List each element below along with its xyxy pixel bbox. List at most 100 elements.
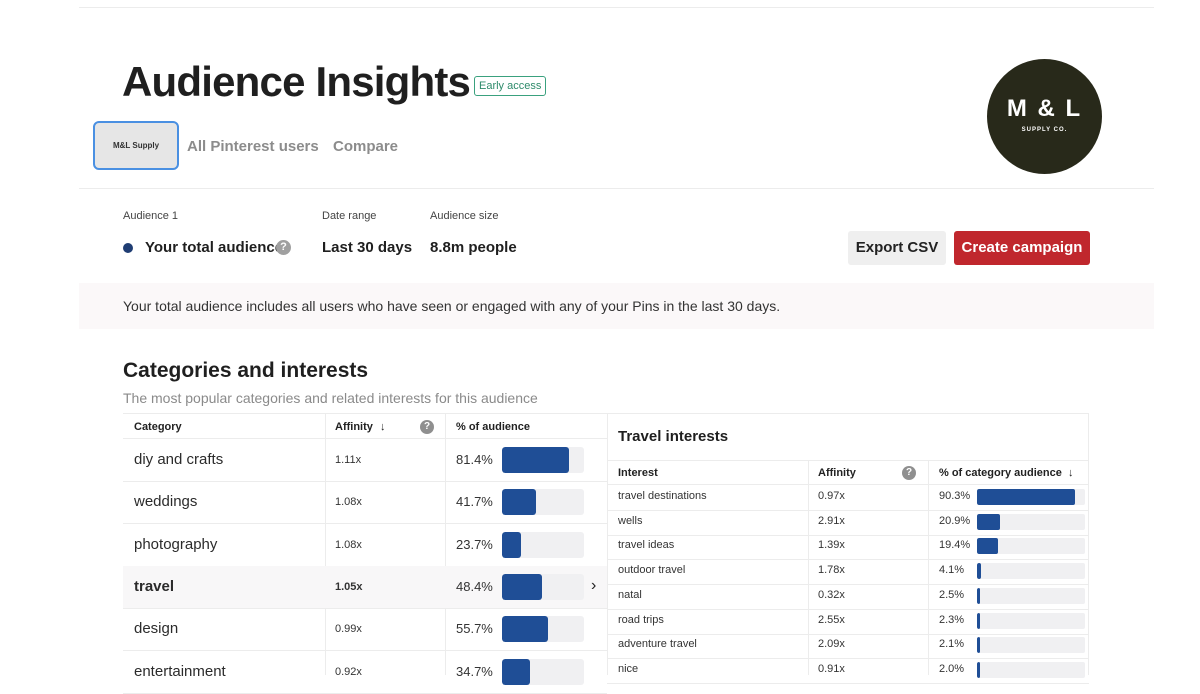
- category-affinity: 1.08x: [335, 539, 362, 551]
- interest-row[interactable]: adventure travel 2.09x 2.1%: [607, 633, 1089, 658]
- logo-wordmark: M & L: [1006, 95, 1083, 122]
- percent-bar: [977, 588, 1085, 604]
- row-divider: [123, 650, 607, 651]
- interest-percent: 20.9%: [939, 515, 971, 527]
- interest-name: outdoor travel: [618, 564, 686, 576]
- logo-tagline: SUPPLY CO.: [1021, 127, 1068, 133]
- percent-bar-fill: [977, 588, 980, 604]
- audience-value[interactable]: Your total audience: [145, 239, 284, 256]
- percent-bar: [977, 489, 1085, 505]
- percent-bar: [502, 616, 584, 642]
- table-row[interactable]: photography 1.08x 23.7%: [123, 524, 607, 566]
- affinity-header-label: Affinity: [335, 421, 373, 433]
- interest-percent: 2.1%: [939, 638, 965, 650]
- date-range-label: Date range: [322, 210, 377, 222]
- percent-bar-fill: [977, 613, 980, 629]
- row-divider: [607, 609, 1089, 610]
- row-divider: [607, 559, 1089, 560]
- row-divider: [607, 634, 1089, 635]
- interest-percent: 2.5%: [939, 589, 965, 601]
- category-percent-header[interactable]: % of category audience ↓: [939, 467, 1073, 479]
- percent-bar-fill: [977, 637, 980, 653]
- question-icon[interactable]: ?: [276, 240, 291, 255]
- interest-row[interactable]: wells 2.91x 20.9%: [607, 510, 1089, 535]
- column-divider: [325, 414, 326, 675]
- tab-ml-supply[interactable]: M&L Supply: [93, 121, 179, 170]
- percent-bar-fill: [502, 447, 569, 473]
- percent-bar: [977, 563, 1085, 579]
- column-divider: [445, 414, 446, 675]
- tab-all-pinterest-users[interactable]: All Pinterest users: [187, 138, 319, 155]
- row-divider: [607, 584, 1089, 585]
- table-top-border: [123, 413, 607, 414]
- interest-name: adventure travel: [618, 638, 697, 650]
- table-row[interactable]: design 0.99x 55.7%: [123, 608, 607, 650]
- category-affinity: 1.11x: [335, 454, 362, 466]
- percent-header[interactable]: % of audience: [456, 421, 530, 433]
- banner-text: Your total audience includes all users w…: [123, 298, 781, 314]
- category-header[interactable]: Category: [134, 421, 182, 433]
- percent-bar-fill: [977, 662, 980, 678]
- percent-bar: [502, 447, 584, 473]
- section-title: Categories and interests: [123, 359, 369, 382]
- early-access-badge: Early access: [474, 76, 547, 96]
- section-subtitle: The most popular categories and related …: [123, 390, 538, 406]
- interest-row[interactable]: road trips 2.55x 2.3%: [607, 609, 1089, 634]
- row-divider: [607, 510, 1089, 511]
- percent-bar-fill: [502, 616, 548, 642]
- percent-bar-fill: [977, 538, 998, 554]
- category-name: diy and crafts: [134, 451, 224, 468]
- percent-bar-fill: [977, 489, 1075, 505]
- percent-bar-fill: [502, 489, 537, 515]
- percent-bar: [977, 514, 1085, 530]
- row-divider: [607, 535, 1089, 536]
- table-row[interactable]: travel 1.05x 48.4% ›: [123, 566, 607, 608]
- interest-affinity: 0.32x: [818, 589, 845, 601]
- interest-row[interactable]: natal 0.32x 2.5%: [607, 584, 1089, 609]
- audience-color-dot: [123, 243, 133, 253]
- interest-name: road trips: [618, 614, 664, 626]
- row-divider: [607, 683, 1089, 684]
- interest-affinity-header[interactable]: Affinity: [818, 467, 856, 479]
- question-icon[interactable]: ?: [902, 466, 916, 480]
- column-divider: [928, 461, 929, 675]
- question-icon[interactable]: ?: [420, 420, 434, 434]
- export-csv-button[interactable]: Export CSV: [848, 231, 946, 265]
- interest-affinity: 1.39x: [818, 539, 845, 551]
- column-divider: [808, 461, 809, 675]
- category-percent: 81.4%: [456, 452, 493, 467]
- chevron-right-icon[interactable]: ›: [591, 577, 597, 594]
- interest-header-border: [607, 484, 1089, 485]
- arrow-down-icon: ↓: [379, 421, 386, 433]
- date-range-value[interactable]: Last 30 days: [322, 239, 413, 256]
- percent-bar-fill: [502, 574, 542, 600]
- interest-affinity: 0.97x: [818, 490, 845, 502]
- percent-bar: [977, 538, 1085, 554]
- interest-row[interactable]: nice 0.91x 2.0%: [607, 658, 1089, 683]
- audience-info-banner: [79, 283, 1154, 329]
- interest-affinity: 2.09x: [818, 638, 845, 650]
- category-percent: 41.7%: [456, 494, 493, 509]
- percent-bar: [502, 659, 584, 685]
- category-affinity: 1.08x: [335, 496, 362, 508]
- interest-affinity: 2.91x: [818, 515, 845, 527]
- table-row[interactable]: diy and crafts 1.11x 81.4%: [123, 439, 607, 481]
- interest-row[interactable]: outdoor travel 1.78x 4.1%: [607, 559, 1089, 584]
- panel-header-border: [607, 460, 1089, 461]
- create-campaign-button[interactable]: Create campaign: [954, 231, 1090, 265]
- page-title: Audience Insights: [122, 58, 471, 105]
- tab-compare[interactable]: Compare: [333, 138, 399, 155]
- arrow-down-icon: ↓: [1067, 467, 1074, 479]
- category-name: entertainment: [134, 663, 226, 680]
- row-divider: [123, 523, 607, 524]
- interest-header[interactable]: Interest: [618, 467, 658, 479]
- interest-row[interactable]: travel destinations 0.97x 90.3%: [607, 485, 1089, 510]
- interest-percent: 2.3%: [939, 614, 965, 626]
- category-name: photography: [134, 536, 218, 553]
- interest-row[interactable]: travel ideas 1.39x 19.4%: [607, 534, 1089, 559]
- percent-bar-fill: [502, 532, 522, 558]
- affinity-header[interactable]: Affinity ↓: [335, 421, 385, 433]
- table-row[interactable]: entertainment 0.92x 34.7%: [123, 651, 607, 693]
- category-affinity: 0.99x: [335, 623, 362, 635]
- table-row[interactable]: weddings 1.08x 41.7%: [123, 481, 607, 523]
